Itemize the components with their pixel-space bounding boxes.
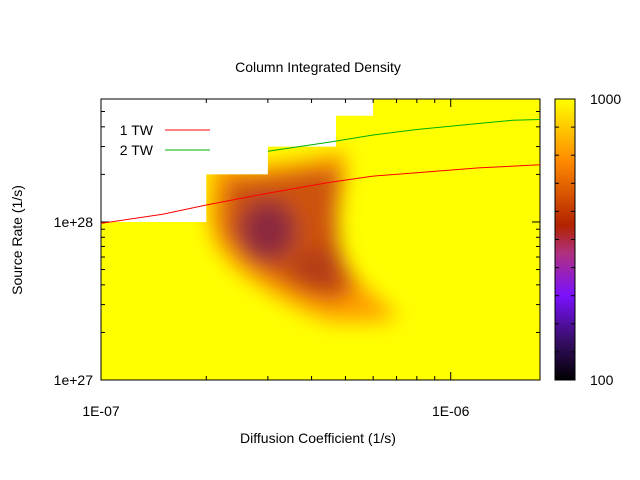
x-axis-label: Diffusion Coefficient (1/s) — [240, 430, 396, 446]
colorbar-max-label: 1000 — [590, 91, 621, 107]
heat-blob — [206, 150, 400, 322]
colorbar-ticks — [555, 98, 575, 381]
legend: 1 TW 2 TW — [120, 122, 210, 158]
x-tick-label: 1E-07 — [82, 403, 120, 419]
legend-label-2tw: 2 TW — [120, 142, 154, 158]
series-line-1tw — [101, 164, 540, 224]
series-line-2tw — [267, 119, 540, 152]
y-axis-label: Source Rate (1/s) — [9, 185, 25, 295]
chart-title: Column Integrated Density — [235, 59, 401, 75]
colorbar-min-label: 100 — [590, 372, 614, 388]
y-axis-ticks — [101, 98, 540, 381]
legend-label-1tw: 1 TW — [120, 122, 154, 138]
y-tick-label: 1e+28 — [54, 214, 94, 230]
plot-frame — [100, 98, 541, 381]
x-tick-label: 1E-06 — [432, 403, 470, 419]
y-tick-label: 1e+27 — [54, 372, 94, 388]
x-axis-ticks — [100, 99, 452, 380]
